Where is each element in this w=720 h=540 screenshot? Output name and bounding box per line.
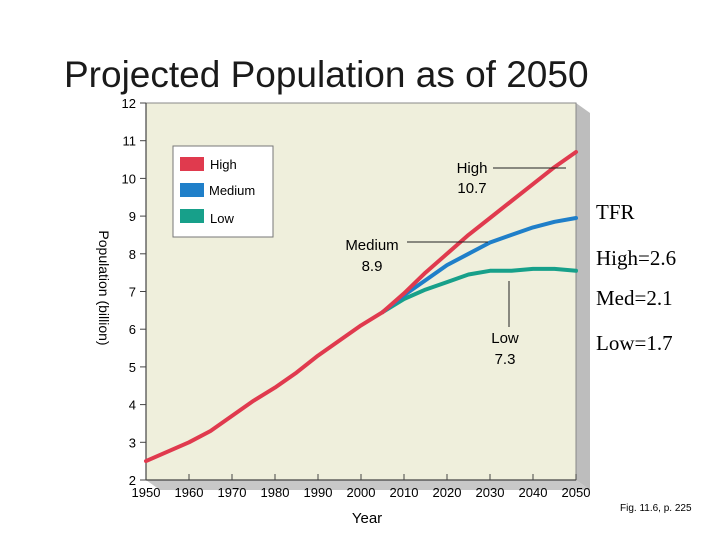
series-line-high [380,150,578,315]
y-tick-label: 10 [122,171,136,186]
x-axis-title: Year [352,510,382,527]
legend-swatch-high [180,157,204,171]
tfr-high: High=2.6 [596,246,677,270]
annotation-medium-value: 8.9 [362,258,383,275]
x-tick-label: 1970 [218,485,247,500]
x-tick-label: 2020 [433,485,462,500]
x-tick-label: 2030 [476,485,505,500]
x-tick-label: 1950 [132,485,161,500]
y-tick-label: 12 [122,96,136,111]
series-line-historical [144,310,385,464]
x-tick-label: 1990 [304,485,333,500]
plot-side-panel [576,103,590,490]
annotation-medium-label: Medium [345,237,398,254]
x-tick-label: 2010 [390,485,419,500]
figure-caption: Fig. 11.6, p. 225 [620,503,692,514]
x-tick-label: 1960 [175,485,204,500]
y-tick-label: 9 [129,209,136,224]
series-line-medium [380,216,578,315]
legend-swatch-low [180,209,204,223]
y-tick-label: 7 [129,285,136,300]
annotation-high-label: High [457,160,488,177]
y-tick-label: 8 [129,247,136,262]
y-axis-title: Population (billion) [96,230,112,345]
tfr-med: Med=2.1 [596,286,673,310]
y-tick-label: 11 [123,134,137,149]
annotation-low-label: Low [491,330,519,347]
annotation-low-value: 7.3 [495,351,516,368]
y-tick-label: 6 [129,322,136,337]
y-tick-label: 5 [129,360,136,375]
slide-title: Projected Population as of 2050 [64,54,589,95]
plot-bottom-panel [146,480,590,490]
x-tick-label: 2040 [519,485,548,500]
x-tick-label: 2050 [562,485,591,500]
series-line-low [380,266,578,315]
y-tick-label: 2 [129,473,136,488]
x-tick-label: 2000 [347,485,376,500]
legend-label-high: High [210,157,237,172]
y-tick-label: 4 [129,398,136,413]
x-tick-label: 1980 [261,485,290,500]
legend-label-medium: Medium [209,183,255,198]
y-tick-label: 3 [129,435,136,450]
legend-label-low: Low [210,211,234,226]
legend-swatch-medium [180,183,204,197]
tfr-low: Low=1.7 [596,331,673,355]
tfr-heading: TFR [596,200,635,224]
annotation-high-value: 10.7 [457,180,486,197]
